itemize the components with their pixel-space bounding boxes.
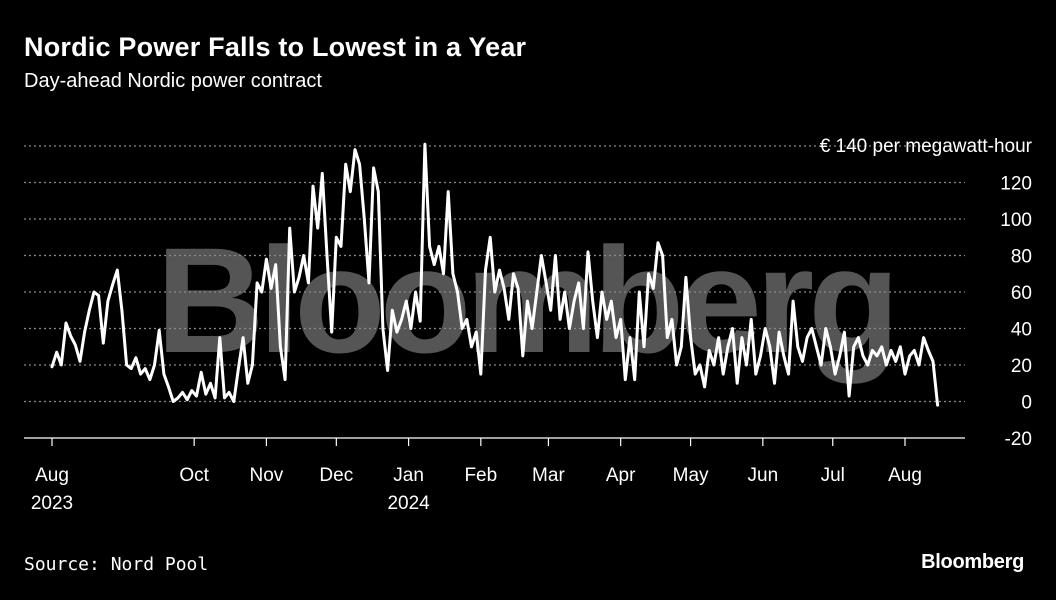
x-tick-label: Jul	[821, 465, 845, 486]
x-tick-label: Aug	[888, 465, 922, 486]
unit-label: € 140 per megawatt-hour	[820, 136, 1033, 157]
chart-title: Nordic Power Falls to Lowest in a Year	[24, 32, 527, 62]
y-tick-label: 0	[1021, 393, 1032, 414]
x-tick-label: Oct	[179, 465, 209, 486]
x-tick-label: Jun	[748, 465, 779, 486]
x-tick-label: Aug	[35, 465, 69, 486]
x-tick-label: Feb	[464, 465, 497, 486]
source-note: Source: Nord Pool	[24, 554, 209, 575]
axes: -20 0 20 40 60 80 100 120 Aug 2023 Oct Nov Dec Jan 202…	[31, 174, 1032, 515]
x-tick-sublabel: 2023	[31, 493, 73, 514]
y-tick-label: -20	[1005, 429, 1032, 450]
series-layer	[50, 142, 940, 407]
x-tick-label: May	[673, 465, 709, 486]
y-tick-label: 80	[1011, 247, 1032, 268]
y-tick-label: 40	[1011, 320, 1032, 341]
x-tick-label: Jan	[393, 465, 424, 486]
x-tick-label: Apr	[606, 465, 636, 486]
x-tick-sublabel: 2024	[387, 493, 430, 514]
x-tick-label: Mar	[532, 465, 565, 486]
y-tick-label: 60	[1011, 283, 1032, 304]
x-tick-label: Dec	[319, 465, 353, 486]
y-tick-label: 120	[1000, 174, 1032, 195]
x-tick-label: Nov	[250, 465, 284, 486]
y-tick-label: 100	[1000, 210, 1032, 231]
chart-subtitle: Day-ahead Nordic power contract	[24, 70, 322, 92]
bloomberg-logo: Bloomberg	[921, 551, 1024, 573]
y-tick-label: 20	[1011, 356, 1032, 377]
series-line	[50, 142, 940, 407]
